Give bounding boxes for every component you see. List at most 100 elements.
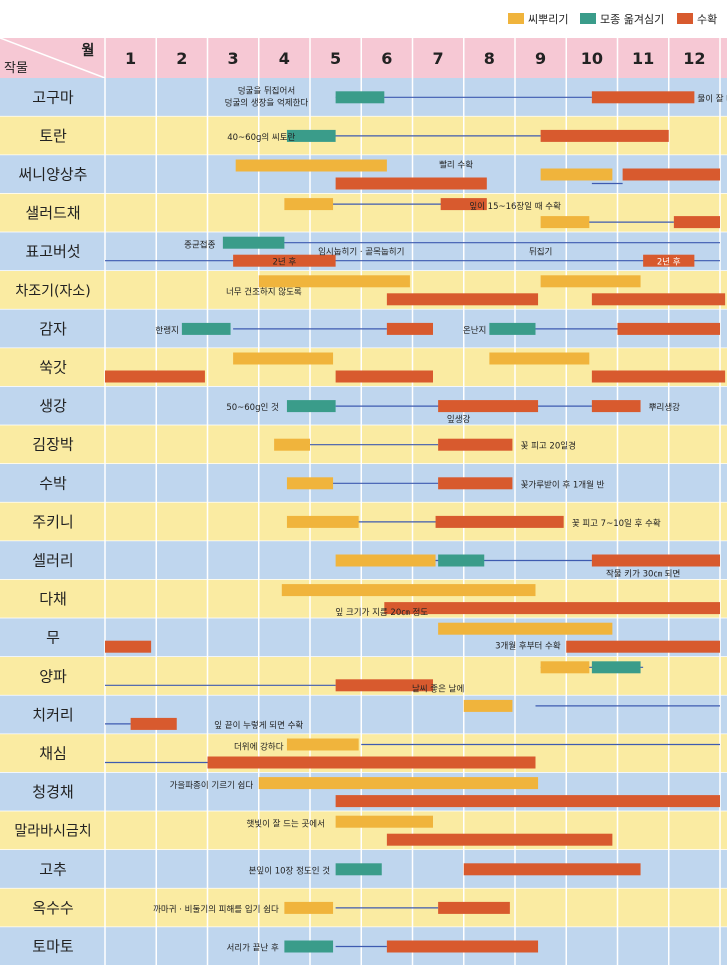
- sow-bar: [233, 352, 334, 365]
- sow-bar: [274, 438, 310, 451]
- crop-name-label: 토마토: [32, 938, 74, 956]
- annotation-label: 너무 건조하지 않도록: [226, 286, 302, 297]
- annotation-label: 잎 크기가 지름 20㎝ 정도: [335, 607, 428, 618]
- harvest-bar: [591, 91, 695, 104]
- harvest-bar: [335, 177, 487, 190]
- annotation-label: 종균접종: [184, 240, 215, 251]
- month-tick-label: 9: [535, 49, 546, 68]
- harvest-bar: [130, 717, 177, 730]
- annotation-label: 서리가 끝난 후: [226, 944, 279, 954]
- harvest-bar: [438, 438, 513, 451]
- harvest-bar: [540, 129, 669, 142]
- harvest-bar: [335, 679, 433, 692]
- harvest-bar: [435, 515, 564, 528]
- transplant-bar: [335, 863, 382, 876]
- crop-name-label: 생강: [39, 397, 67, 415]
- harvest-bar: [105, 370, 205, 383]
- crop-name-label: 김장박: [32, 436, 74, 454]
- harvest-bar: [463, 863, 641, 876]
- annotation-label: 더위에 강하다: [234, 742, 284, 753]
- crop-name-label: 쑥갓: [39, 359, 67, 377]
- legend-swatch-harvest: [677, 13, 693, 24]
- sow-bar: [284, 901, 334, 914]
- crop-name-label: 옥수수: [32, 899, 73, 917]
- harvest-bar: [335, 370, 433, 383]
- sow-bar: [335, 554, 436, 567]
- crop-name-label: 양파: [39, 667, 67, 685]
- month-tick-label: 5: [330, 49, 341, 68]
- legend: 씨뿌리기 모종 옮겨심기 수확: [500, 10, 725, 32]
- harvest-bar: [386, 293, 539, 306]
- month-tick-label: 11: [632, 49, 654, 68]
- harvest-bar: [643, 254, 695, 267]
- annotation-label: 작물 키가 30㎝ 되면: [606, 569, 680, 580]
- crop-name-label: 고구마: [32, 88, 74, 106]
- month-tick-label: 7: [433, 49, 444, 68]
- sow-bar: [540, 275, 641, 288]
- month-tick-label: 12: [683, 49, 705, 68]
- sow-bar: [463, 699, 513, 712]
- month-axis-label: 월: [82, 42, 95, 59]
- sow-bar: [489, 352, 590, 365]
- legend-swatch-transplant: [580, 13, 596, 24]
- sow-bar: [438, 622, 613, 635]
- annotation-label: 잎생강: [447, 414, 471, 425]
- annotation-label: 가을파종이 기르기 쉽다: [170, 780, 254, 791]
- annotation-label: 2년 후: [272, 257, 296, 268]
- crop-axis-label: 작물: [4, 61, 28, 76]
- transplant-bar: [286, 129, 336, 142]
- annotation-label: 날씨 좋은 날에: [412, 683, 464, 694]
- crop-name-label: 청경채: [32, 783, 73, 801]
- harvest-bar: [233, 254, 336, 267]
- legend-item-sow: 씨뿌리기: [508, 12, 568, 28]
- transplant-bar: [222, 236, 285, 249]
- annotation-label: 한랭지: [155, 325, 178, 336]
- harvest-bar: [622, 168, 720, 181]
- transplant-bar: [489, 322, 536, 335]
- annotation-label: 덩굴의 생장을 억제한다: [225, 97, 309, 108]
- harvest-bar: [591, 293, 726, 306]
- sow-bar: [281, 584, 536, 597]
- harvest-bar: [438, 901, 510, 914]
- crop-row: [0, 232, 727, 271]
- transplant-bar: [335, 91, 385, 104]
- crop-name-label: 다채: [39, 590, 67, 608]
- harvest-bar: [386, 833, 613, 846]
- sow-bar: [286, 738, 359, 751]
- legend-item-harvest: 수확: [677, 12, 717, 28]
- harvest-bar: [438, 400, 539, 413]
- crop-name-label: 주키니: [32, 513, 73, 531]
- header-band: [0, 38, 727, 78]
- annotation-label: 50~60g인 것: [226, 402, 279, 413]
- harvest-bar: [207, 756, 536, 769]
- legend-label-sow: 씨뿌리기: [528, 13, 569, 26]
- sow-bar: [284, 198, 334, 211]
- crop-name-label: 무: [46, 629, 60, 647]
- crop-name-label: 셀러리: [32, 552, 73, 570]
- crop-name-label: 토란: [39, 127, 67, 145]
- sow-bar: [286, 515, 359, 528]
- annotation-label: 뒤집기: [529, 247, 552, 258]
- sow-bar: [286, 477, 334, 490]
- crop-name-label: 써니양상추: [18, 166, 87, 184]
- sow-bar: [258, 275, 410, 288]
- annotation-label: 까마귀 · 비둘기의 피해를 입기 쉽다: [153, 904, 279, 915]
- harvest-bar: [591, 554, 720, 567]
- harvest-bar: [440, 198, 487, 211]
- transplant-bar: [181, 322, 231, 335]
- legend-label-harvest: 수확: [697, 13, 718, 26]
- annotation-label: 온난지: [463, 326, 486, 336]
- annotation-label: 덩굴을 뒤집어서: [238, 85, 295, 96]
- annotation-label: 40~60g의 씨토란: [227, 132, 295, 143]
- annotation-label: 뿌리생강: [649, 402, 680, 413]
- transplant-bar: [286, 400, 336, 413]
- crop-name-label: 샐러드채: [25, 204, 80, 222]
- harvest-bar: [673, 216, 720, 229]
- crop-row: [0, 695, 727, 735]
- crop-name-label: 감자: [39, 320, 67, 338]
- transplant-bar: [591, 661, 641, 674]
- annotation-label: 잎 끝이 누렇게 되면 수확: [214, 720, 303, 731]
- annotation-label: 물이 잘 빠지게: [697, 93, 727, 104]
- crop-name-label: 차조기(자소): [15, 283, 90, 299]
